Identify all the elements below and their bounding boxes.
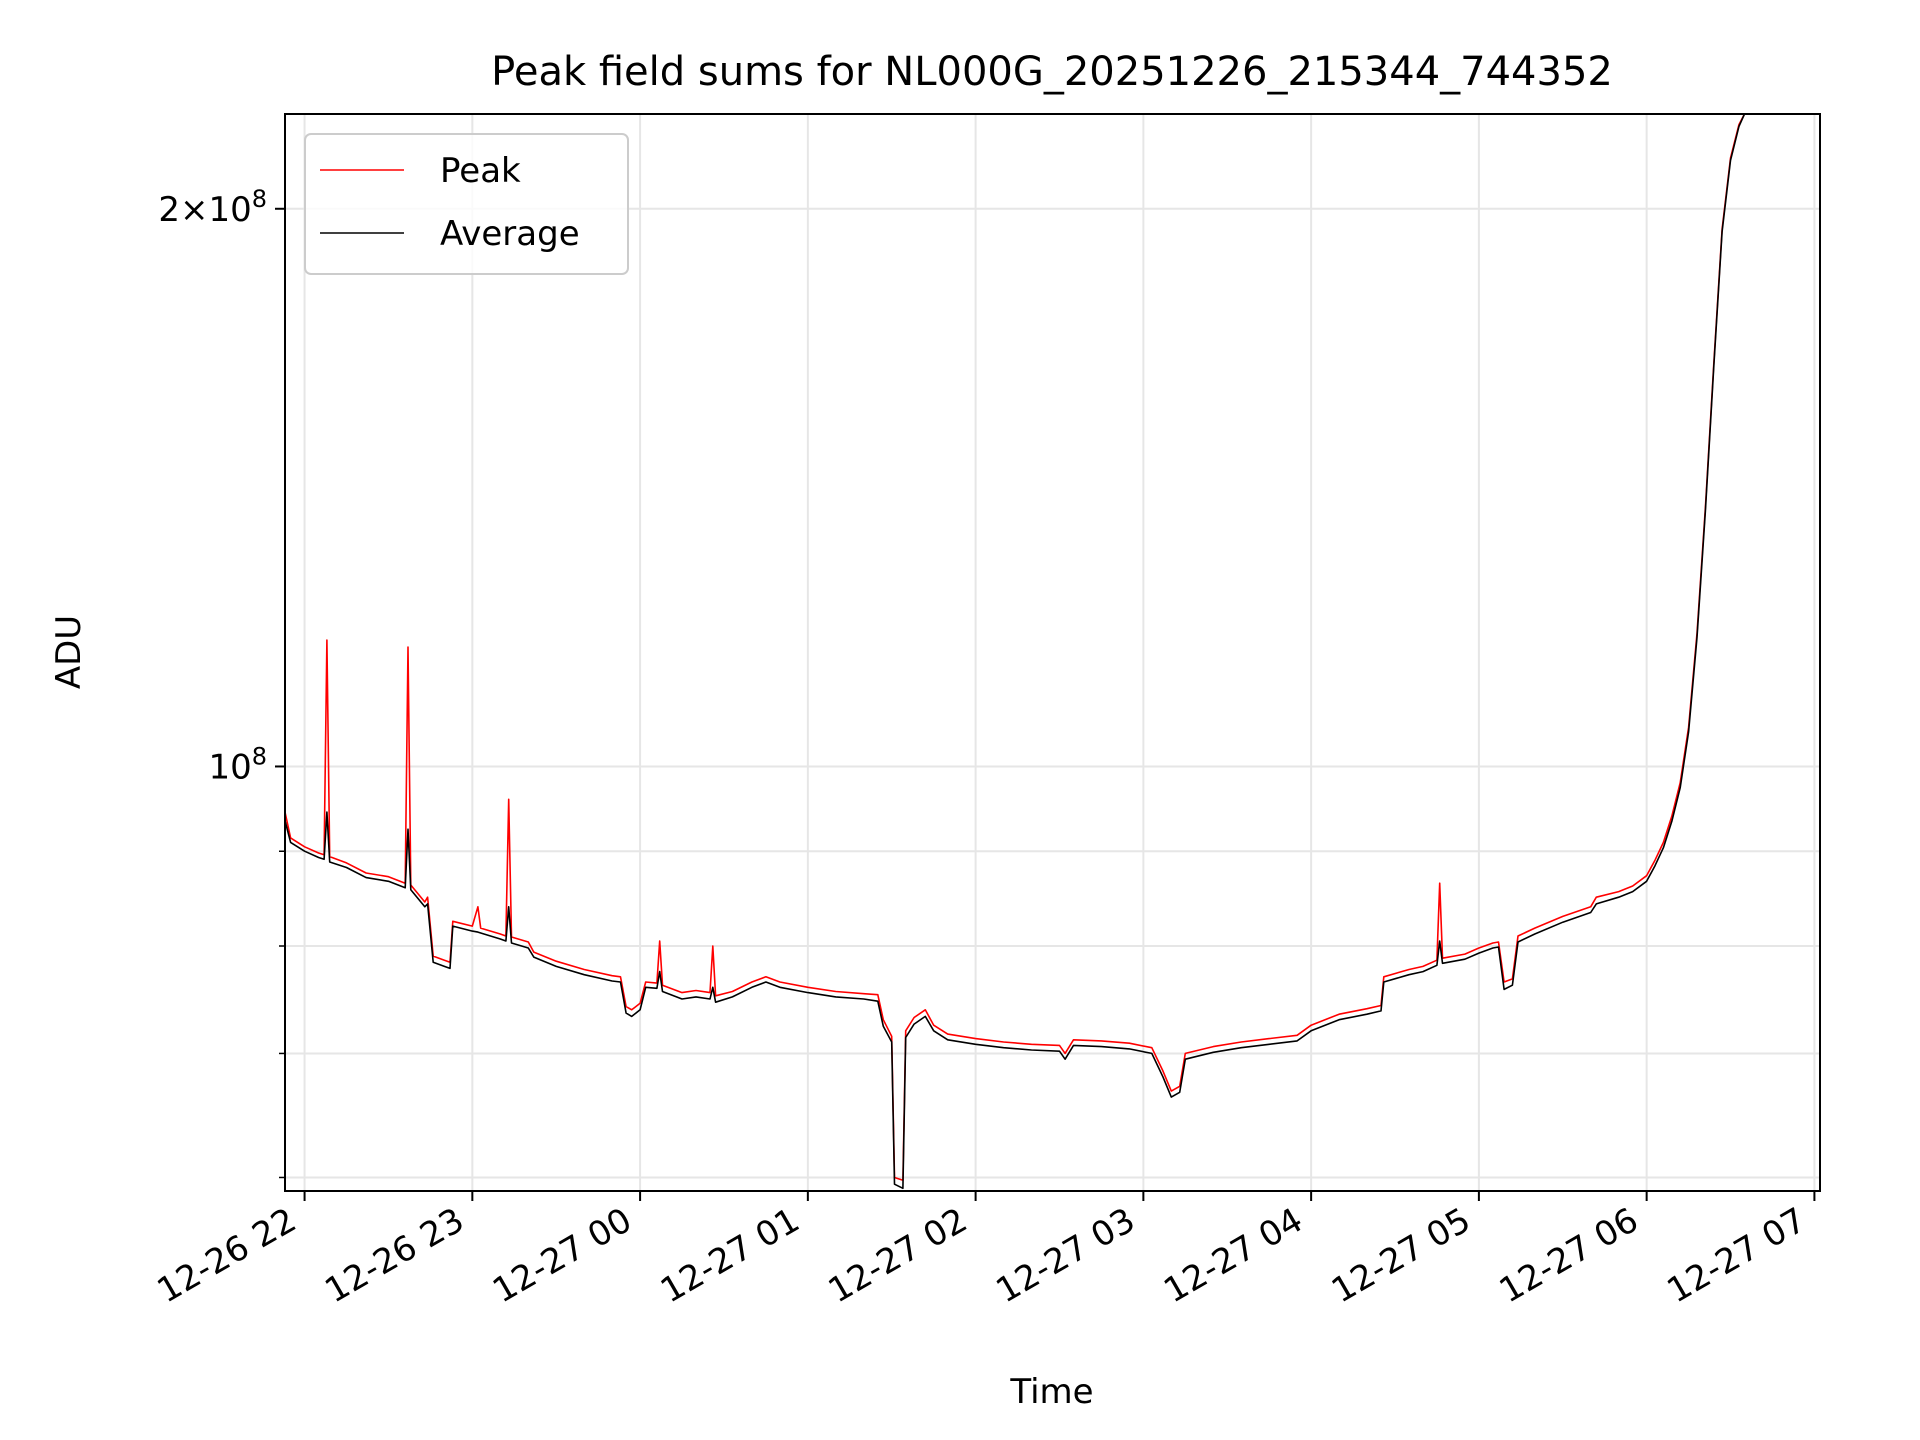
x-tick-label: 12-27 00	[486, 1200, 638, 1311]
x-tick-label: 12-27 02	[822, 1200, 974, 1311]
y-tick-label: 2×108	[158, 185, 267, 230]
legend-box	[304, 133, 629, 275]
y-axis-label: ADU	[49, 615, 89, 689]
legend-peak-label: Peak	[440, 151, 521, 191]
y-ticks: 108 2×108	[158, 185, 285, 1179]
x-tick-label: 12-27 01	[654, 1200, 806, 1311]
y-tick-label: 108	[208, 742, 267, 787]
x-tick-label: 12-27 03	[989, 1200, 1141, 1311]
x-tick-label: 12-27 04	[1157, 1200, 1309, 1311]
chart-title: Peak field sums for NL000G_20251226_2153…	[491, 49, 1613, 95]
x-tick-label: 12-26 23	[318, 1200, 470, 1311]
grid	[285, 114, 1820, 1191]
series-line-peak	[284, 113, 1746, 1181]
plot-frame	[284, 113, 1821, 1192]
series-line-average	[284, 113, 1746, 1190]
x-tick-label: 12-27 07	[1661, 1200, 1813, 1311]
legend: Peak Average	[304, 133, 629, 275]
x-ticks: 12-26 22 12-26 23 12-27 00 12-27 01 12-27 02…	[151, 1191, 1816, 1311]
x-tick-label: 12-27 05	[1325, 1200, 1477, 1311]
x-tick-label: 12-26 22	[151, 1200, 303, 1311]
x-tick-label: 12-27 06	[1493, 1200, 1645, 1311]
x-axis-label: Time	[1009, 1372, 1093, 1412]
series-lines	[284, 113, 1746, 1190]
legend-average-label: Average	[440, 214, 580, 254]
